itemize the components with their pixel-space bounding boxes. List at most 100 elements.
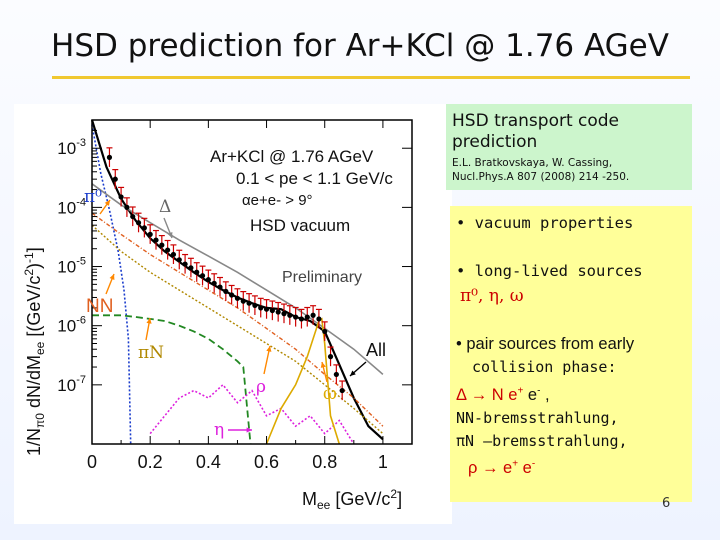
delta-decay-sup2: -: [537, 385, 541, 396]
data-point: [240, 298, 246, 304]
data-point: [316, 316, 322, 322]
label-nn: NN: [86, 296, 113, 317]
bullet-early-sources: • pair sources from early collision phas…: [456, 333, 634, 480]
data-point: [159, 242, 165, 248]
rho-decay-pre: ρ → e: [468, 459, 513, 477]
arrow-omega-head: [320, 362, 326, 368]
data-point: [246, 300, 252, 306]
hsd-chart: 0 0.2 0.4 0.6 0.8 1 10-7 10-6 10-5 10-4 10-3 Ar+KC…: [22, 119, 413, 512]
label-eta: η: [214, 420, 224, 440]
data-point: [275, 309, 281, 315]
data-point: [176, 257, 182, 263]
x-tick-label: 1: [378, 452, 388, 472]
arrow-nn-head: [109, 274, 115, 280]
series-line: [265, 317, 341, 445]
plot-panel: 0 0.2 0.4 0.6 0.8 1 10-7 10-6 10-5 10-4 10-3 Ar+KC…: [14, 104, 452, 524]
data-point: [165, 247, 171, 253]
reference-citation: E.L. Bratkovskaya, W. Cassing, Nucl.Phys…: [452, 156, 688, 184]
label-omega: ω: [323, 384, 337, 404]
series-line: [91, 183, 384, 376]
data-point: [130, 213, 136, 220]
data-point: [258, 305, 264, 311]
data-point: [252, 302, 258, 309]
data-point: [170, 251, 177, 258]
data-point: [118, 194, 124, 200]
arrow-pi0-head: [104, 200, 110, 206]
arrow-delta-head: [167, 232, 173, 238]
data-point: [211, 280, 217, 286]
early-line-6: ρ → e+ e-: [456, 458, 536, 478]
series-line: [91, 124, 132, 445]
label-pi0: π⁰: [84, 187, 102, 207]
arrow-eta-head: [246, 427, 252, 433]
data-point: [124, 204, 130, 210]
series-line: [91, 224, 384, 435]
legend-line-4: HSD vacuum: [250, 216, 350, 235]
early-line-2: collision phase:: [472, 358, 617, 376]
bullet-long-lived: • long-lived sources: [456, 262, 643, 280]
data-point: [322, 328, 328, 335]
delta-decay-sup1: +: [517, 385, 524, 396]
data-point: [106, 154, 113, 160]
label-rho: ρ: [256, 377, 266, 397]
arrow-all-head: [350, 370, 356, 376]
x-tick-label: 0.8: [312, 452, 337, 472]
data-point: [217, 284, 223, 290]
data-point: [112, 176, 118, 182]
early-line-3: Δ → N e+ e- ,: [456, 385, 550, 404]
delta-decay-post: ,: [540, 385, 550, 404]
data-point: [269, 307, 275, 314]
arrow-pin-head: [146, 318, 152, 324]
data-point: [310, 312, 316, 318]
data-point: [199, 273, 206, 279]
data-point: [194, 269, 200, 275]
data-point: [141, 225, 147, 231]
legend-line-3: αe+e- > 9°: [242, 192, 313, 209]
data-point: [287, 312, 293, 318]
hsd-reference-box: HSD transport code prediction E.L. Bratk…: [446, 104, 692, 190]
data-point: [205, 277, 211, 283]
early-line-4: NN-bremsstrahlung,: [456, 408, 619, 427]
early-line-5: πN –bremsstrahlung,: [456, 431, 628, 450]
data-point: [293, 314, 299, 320]
series-line: [92, 314, 252, 445]
bullet-long-lived-particles: π⁰, η, ω: [460, 286, 524, 306]
y-tick-label: 10-7: [57, 374, 86, 395]
x-tick-label: 0.2: [138, 452, 163, 472]
page-number: 6: [662, 496, 671, 511]
series-line: [149, 383, 355, 445]
arrow-rho-head: [266, 346, 272, 352]
x-tick-label: 0.4: [196, 452, 221, 472]
rho-decay-sup2: -: [531, 458, 536, 470]
data-point: [304, 314, 310, 320]
data-point: [135, 220, 142, 226]
delta-decay-pre: Δ → N e: [456, 385, 518, 404]
rho-decay-mid: e: [518, 459, 532, 477]
y-tick-label: 10-4: [57, 196, 86, 217]
x-axis-label: Mee [GeV/c2]: [302, 487, 402, 512]
data-point: [298, 316, 305, 322]
data-point: [263, 306, 270, 312]
data-point: [153, 237, 159, 243]
label-delta: Δ: [159, 197, 171, 217]
data-point: [339, 387, 345, 394]
x-tick-label: 0: [87, 452, 97, 472]
data-point: [188, 265, 194, 271]
legend-line-2: 0.1 < pe < 1.1 GeV/c: [236, 169, 393, 188]
data-point: [327, 354, 334, 360]
bullet-box: • vacuum properties • long-lived sources…: [450, 206, 692, 502]
label-all: All: [366, 340, 386, 360]
reference-citation-line-1: E.L. Bratkovskaya, W. Cassing,: [452, 157, 613, 169]
data-point: [223, 288, 229, 294]
label-pin: πN: [138, 343, 164, 363]
early-line-1: • pair sources from early: [456, 335, 635, 353]
reference-heading: HSD transport code prediction: [452, 111, 619, 153]
y-tick-label: 10-5: [57, 256, 86, 277]
label-preliminary: Preliminary: [282, 269, 362, 286]
data-point: [182, 261, 188, 267]
y-tick-label: 10-3: [57, 137, 86, 158]
data-point: [229, 292, 235, 298]
data-point: [281, 311, 287, 317]
slide-title: HSD prediction for Ar+KCl @ 1.76 AGeV: [51, 28, 669, 64]
delta-decay-mid: e: [523, 385, 538, 404]
